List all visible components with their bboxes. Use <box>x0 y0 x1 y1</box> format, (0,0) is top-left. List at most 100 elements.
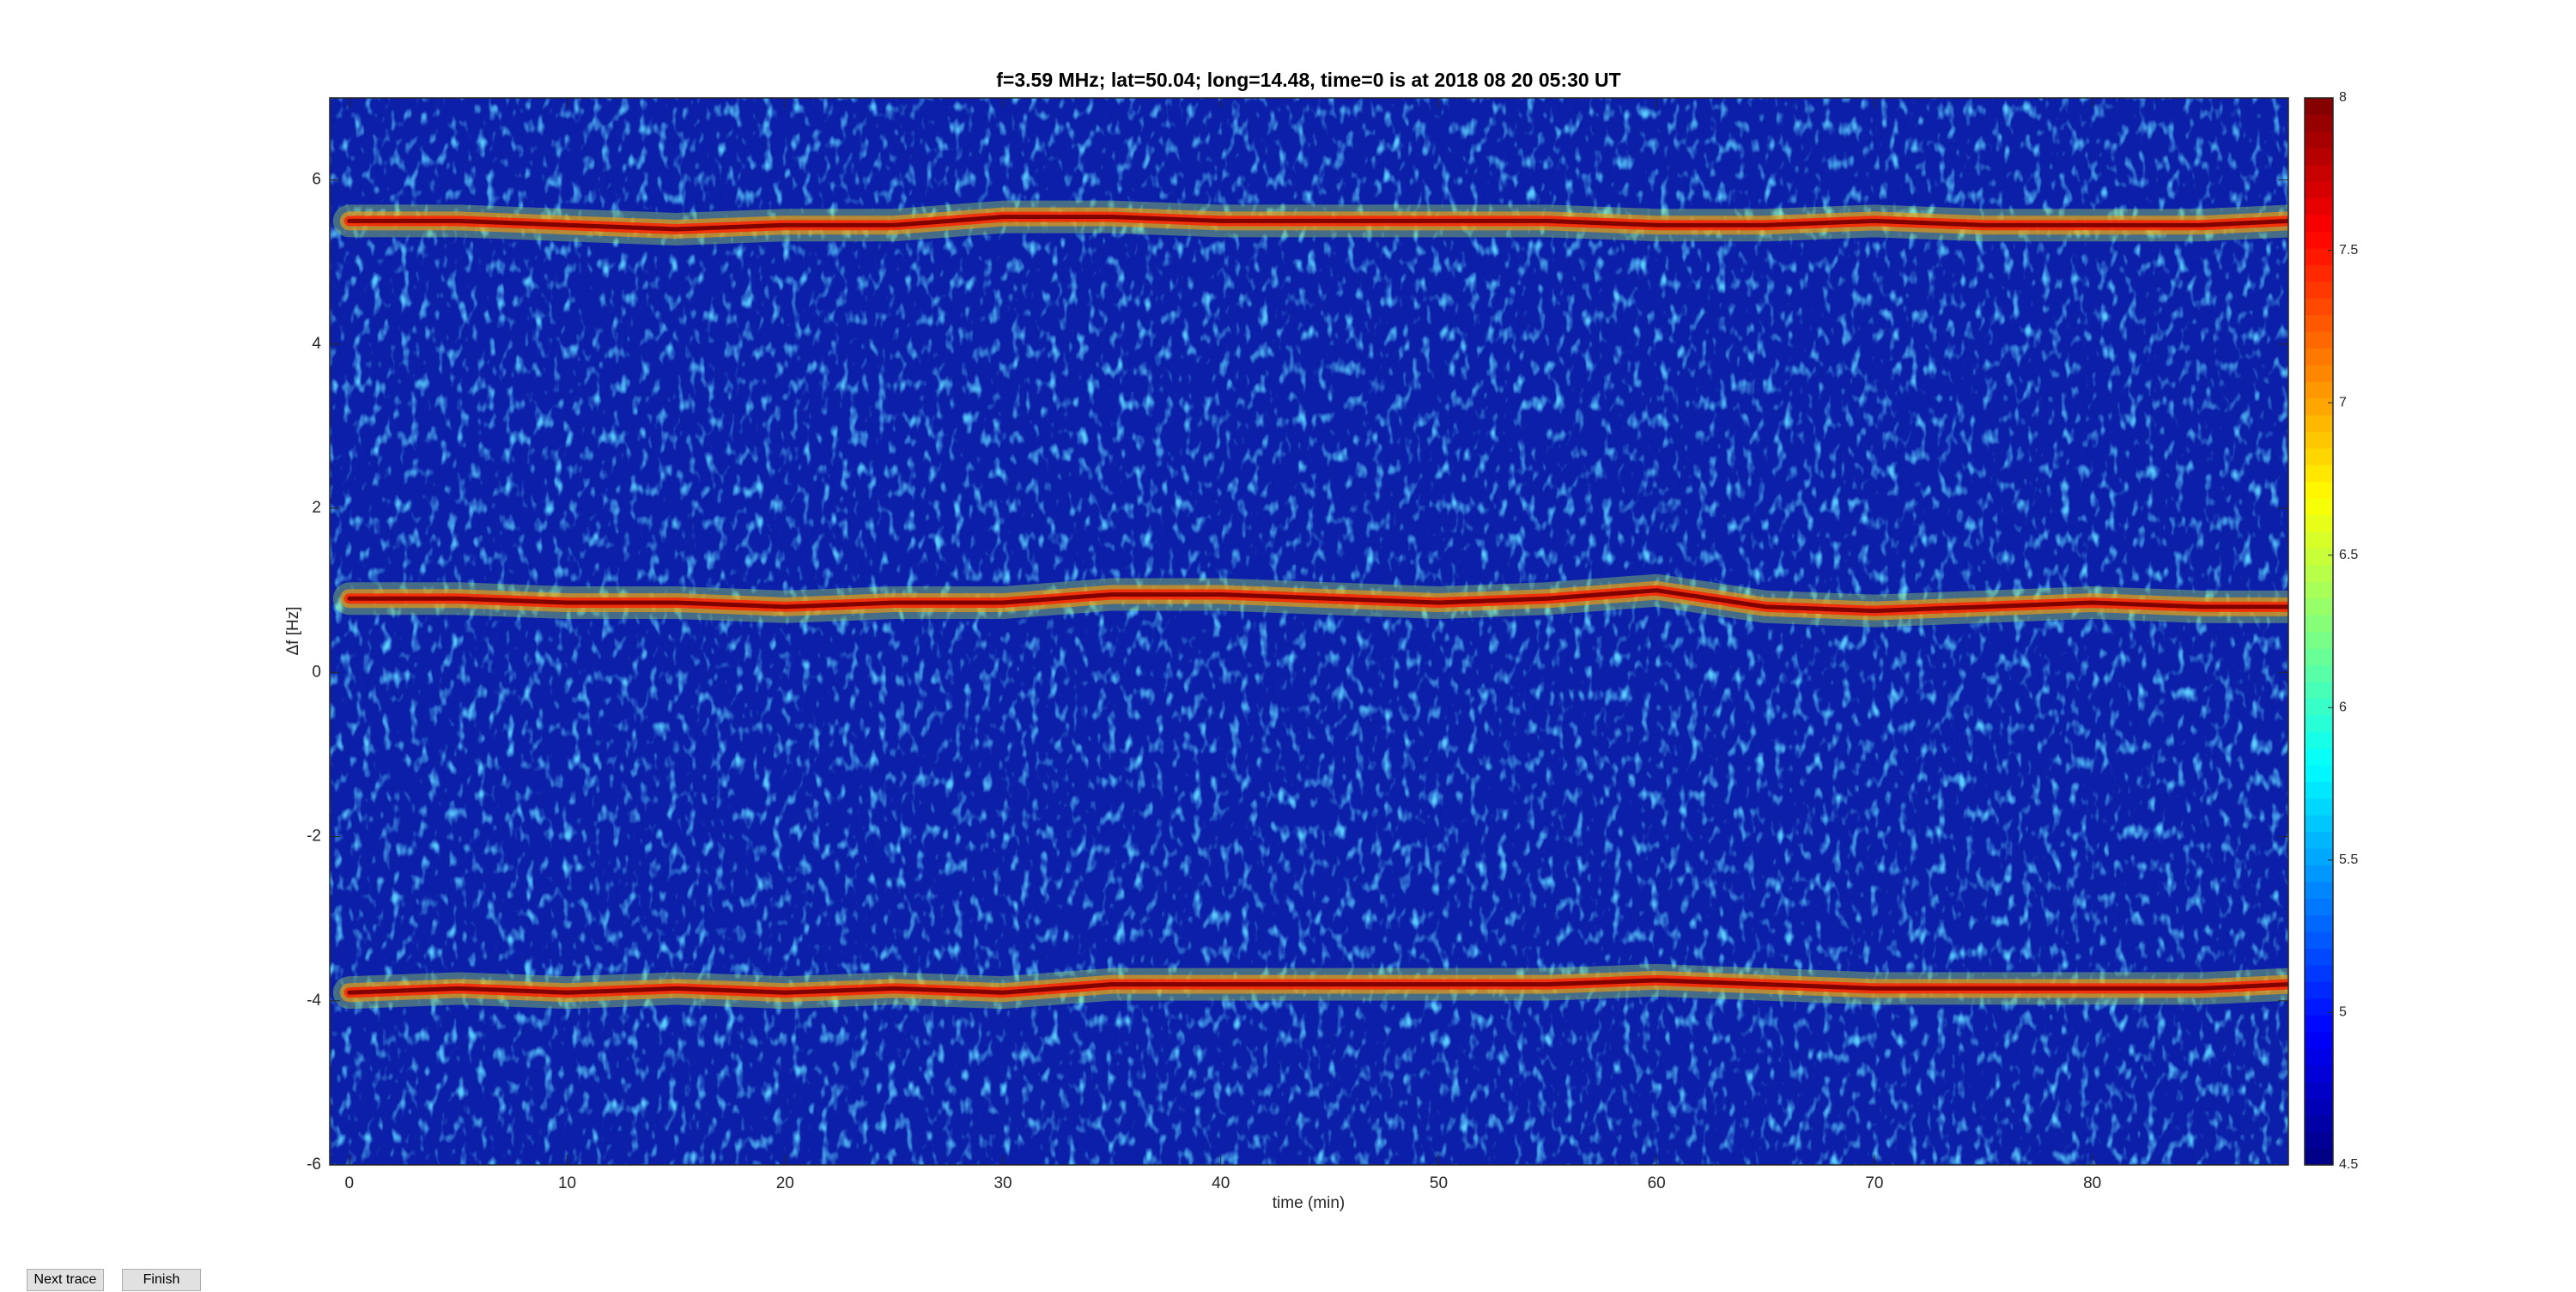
colorbar-step <box>2305 597 2333 616</box>
next-trace-button[interactable]: Next trace <box>27 1269 104 1291</box>
colorbar-step <box>2305 1114 2333 1132</box>
colorbar-step <box>2305 948 2333 966</box>
colorbar-step <box>2305 898 2333 916</box>
colorbar-step <box>2305 98 2333 116</box>
colorbar-step <box>2305 831 2333 849</box>
colorbar-step <box>2305 498 2333 516</box>
colorbar-step <box>2305 748 2333 766</box>
x-tick-label: 50 <box>1430 1174 1448 1192</box>
colorbar-step <box>2305 231 2333 249</box>
colorbar-tick-label: 8 <box>2339 90 2347 105</box>
colorbar-tick-label: 6.5 <box>2339 548 2358 562</box>
colorbar-tick-label: 5.5 <box>2339 852 2358 867</box>
colorbar-step <box>2305 397 2333 416</box>
y-tick-label: 0 <box>312 663 321 681</box>
colorbar-frame <box>2304 97 2334 1166</box>
colorbar-step <box>2305 331 2333 349</box>
colorbar-step <box>2305 431 2333 449</box>
colorbar-step <box>2305 164 2333 182</box>
colorbar-step <box>2305 114 2333 132</box>
colorbar-step <box>2305 447 2333 465</box>
colorbar-step <box>2305 564 2333 582</box>
plot-area <box>332 200 2288 1010</box>
colorbar-step <box>2305 681 2333 699</box>
colorbar-step <box>2305 381 2333 399</box>
signal-trace <box>347 215 2288 232</box>
colorbar-step <box>2305 264 2333 282</box>
colorbar-step <box>2305 581 2333 599</box>
x-tick-label: 10 <box>558 1174 576 1192</box>
colorbar-step <box>2305 847 2333 866</box>
colorbar-step <box>2305 415 2333 433</box>
y-tick-label: -6 <box>307 1156 321 1174</box>
colorbar-step <box>2305 631 2333 649</box>
y-tick-label: -2 <box>307 828 321 846</box>
colorbar-step <box>2305 247 2333 265</box>
colorbar-step <box>2305 798 2333 816</box>
colorbar-step <box>2305 1065 2333 1083</box>
colorbar-step <box>2305 698 2333 716</box>
plot-frame <box>329 97 2289 1166</box>
signal-trace <box>347 978 2288 995</box>
colorbar-tick-label: 5 <box>2339 1005 2347 1020</box>
colorbar-step <box>2305 914 2333 932</box>
colorbar-step <box>2305 931 2333 949</box>
finish-button[interactable]: Finish <box>122 1269 201 1291</box>
colorbar-step <box>2305 981 2333 999</box>
colorbar <box>2305 98 2333 1166</box>
colorbar-step <box>2305 731 2333 749</box>
colorbar-tick-label: 4.5 <box>2339 1157 2358 1172</box>
colorbar-step <box>2305 130 2333 149</box>
colorbar-tick-label: 6 <box>2339 701 2347 715</box>
colorbar-step <box>2305 647 2333 665</box>
x-axis-label: time (min) <box>1273 1194 1345 1212</box>
chart-title: f=3.59 MHz; lat=50.04; long=14.48, time=… <box>996 69 1620 91</box>
colorbar-step <box>2305 1015 2333 1033</box>
y-tick-label: 6 <box>312 171 321 189</box>
colorbar-step <box>2305 1098 2333 1116</box>
x-tick-label: 0 <box>345 1174 355 1192</box>
colorbar-step <box>2305 348 2333 366</box>
colorbar-step <box>2305 1048 2333 1066</box>
colorbar-step <box>2305 464 2333 482</box>
colorbar-step <box>2305 881 2333 899</box>
x-tick-label: 60 <box>1648 1174 1666 1192</box>
chart: f=3.59 MHz; lat=50.04; long=14.48, time=… <box>284 69 2358 1212</box>
colorbar-step <box>2305 1031 2333 1049</box>
y-axis-label: Δf [Hz] <box>284 606 302 655</box>
x-tick-label: 70 <box>1865 1174 1883 1192</box>
colorbar-step <box>2305 214 2333 232</box>
colorbar-step <box>2305 764 2333 782</box>
x-tick-label: 30 <box>993 1174 1012 1192</box>
x-tick-label: 80 <box>2083 1174 2101 1192</box>
colorbar-tick-label: 7.5 <box>2339 243 2358 258</box>
colorbar-step <box>2305 815 2333 833</box>
colorbar-step <box>2305 864 2333 883</box>
signal-trace <box>347 588 2288 614</box>
colorbar-step <box>2305 781 2333 799</box>
colorbar-step <box>2305 998 2333 1016</box>
x-tick-label: 20 <box>776 1174 794 1192</box>
colorbar-step <box>2305 298 2333 316</box>
x-tick-label: 40 <box>1212 1174 1230 1192</box>
y-tick-label: -4 <box>307 992 321 1010</box>
colorbar-step <box>2305 148 2333 166</box>
colorbar-step <box>2305 281 2333 299</box>
colorbar-step <box>2305 615 2333 633</box>
colorbar-step <box>2305 364 2333 382</box>
colorbar-step <box>2305 1148 2333 1166</box>
colorbar-step <box>2305 531 2333 549</box>
colorbar-step <box>2305 664 2333 682</box>
colorbar-step <box>2305 314 2333 332</box>
colorbar-step <box>2305 481 2333 499</box>
colorbar-step <box>2305 1081 2333 1099</box>
colorbar-step <box>2305 964 2333 982</box>
y-tick-label: 4 <box>312 335 321 353</box>
colorbar-step <box>2305 1131 2333 1149</box>
colorbar-tick-label: 7 <box>2339 395 2347 409</box>
colorbar-step <box>2305 197 2333 215</box>
colorbar-step <box>2305 181 2333 199</box>
colorbar-step <box>2305 548 2333 566</box>
colorbar-step <box>2305 714 2333 732</box>
